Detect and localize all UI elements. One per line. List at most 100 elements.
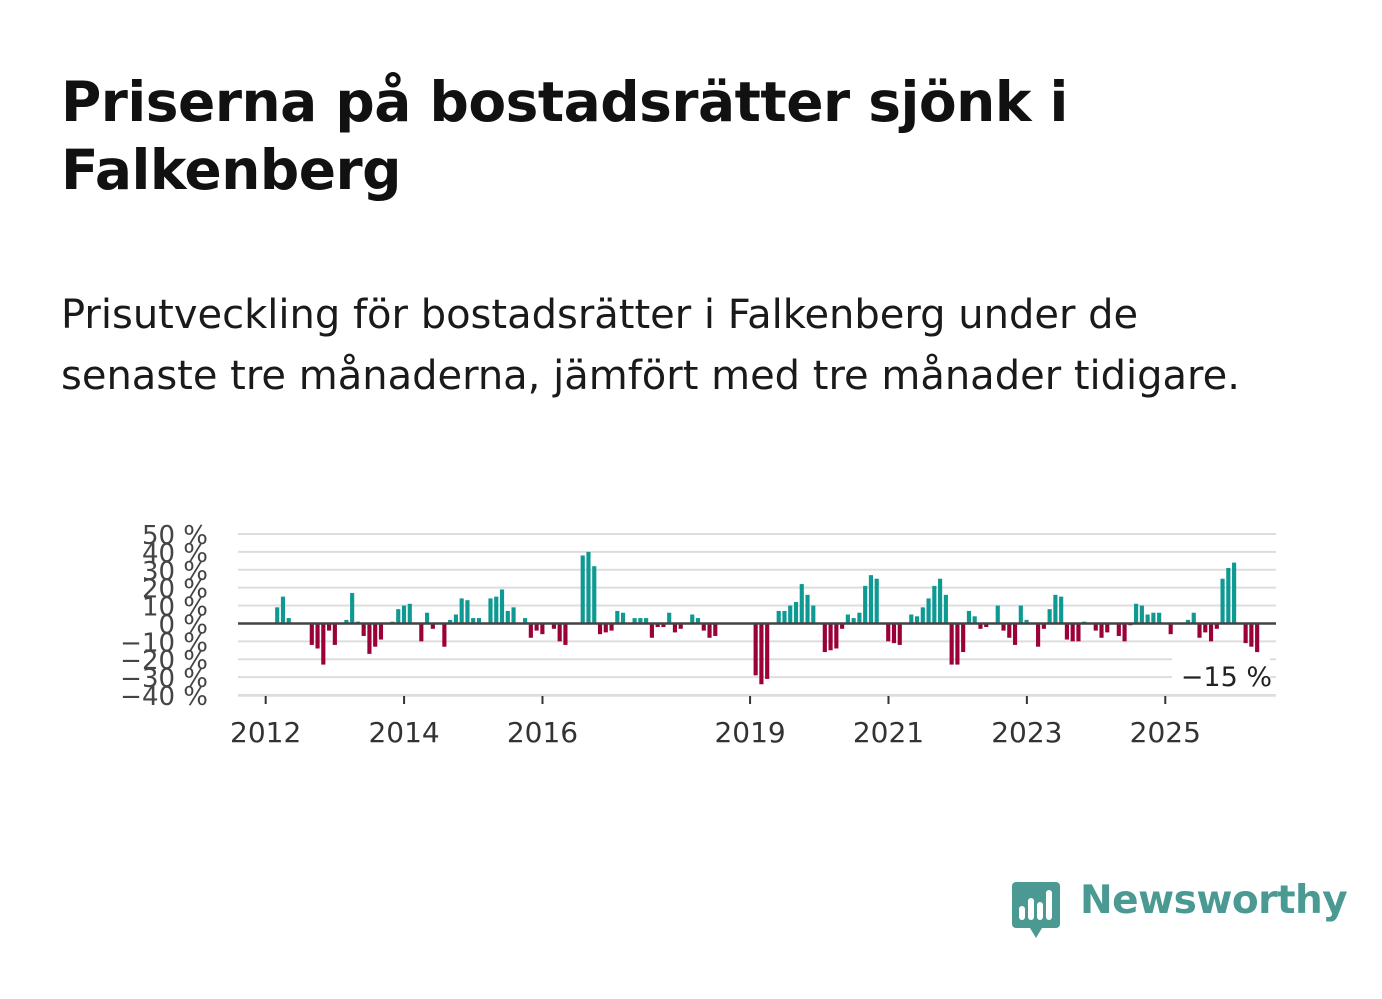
x-tick-label: 2023 <box>991 716 1062 749</box>
bar <box>620 612 626 624</box>
bar <box>327 623 332 631</box>
bar <box>448 619 453 624</box>
bar <box>1076 623 1081 642</box>
bar <box>580 555 585 624</box>
bar <box>897 623 902 645</box>
x-axis-labels: 2012 2014 2016 2019 2021 2023 2025 <box>230 696 1201 749</box>
bar <box>453 614 458 624</box>
bar <box>361 623 366 636</box>
y-tick-label: 20 % <box>142 575 208 605</box>
bar <box>396 609 401 624</box>
x-tick-label: 2016 <box>507 716 578 749</box>
bar <box>943 594 948 624</box>
brand-name: Newsworthy <box>1080 878 1348 923</box>
newsworthy-logo: Newsworthy <box>1010 878 1348 942</box>
bar <box>592 566 597 624</box>
bar <box>609 623 614 631</box>
bar <box>707 623 712 638</box>
bar <box>891 623 897 644</box>
bar <box>597 623 603 635</box>
bar <box>644 618 649 624</box>
bar <box>1122 623 1127 642</box>
bar <box>782 610 787 624</box>
y-tick-label: −40 % <box>120 682 208 712</box>
x-tick-label: 2019 <box>714 716 785 749</box>
bar <box>1093 623 1098 631</box>
bar <box>840 623 845 629</box>
y-tick-label: 50 % <box>142 521 208 551</box>
bar <box>1041 623 1046 629</box>
bars <box>275 551 1260 685</box>
last-value-label: −15 % <box>1181 662 1272 693</box>
bar <box>557 623 562 642</box>
bar <box>753 623 758 676</box>
bar <box>1168 623 1173 635</box>
bar <box>678 623 683 629</box>
bar <box>586 551 591 624</box>
bar <box>321 623 326 665</box>
bar <box>401 605 407 624</box>
bar <box>1012 623 1018 645</box>
bar <box>949 623 954 665</box>
bar <box>914 616 920 624</box>
bar <box>511 607 516 624</box>
bar <box>1145 614 1150 624</box>
bar <box>788 605 793 624</box>
bar <box>995 605 1000 624</box>
bar <box>459 598 464 624</box>
bar <box>1255 623 1260 653</box>
y-tick-label: 40 % <box>142 539 208 569</box>
bar <box>966 610 972 624</box>
y-tick-label: −10 % <box>120 628 208 658</box>
bar <box>505 610 510 624</box>
bar <box>309 623 314 645</box>
bar <box>499 589 505 624</box>
x-tick-label: 2021 <box>853 716 924 749</box>
bar <box>1059 596 1064 624</box>
bar <box>661 623 666 628</box>
bar <box>1203 623 1208 633</box>
bar <box>275 607 280 624</box>
newsworthy-logo-icon <box>1012 882 1060 938</box>
bar <box>932 585 937 624</box>
page-title: Priserna på bostadsrätter sjönk i Falken… <box>61 70 1068 202</box>
bar <box>551 623 556 629</box>
bar <box>430 623 435 629</box>
bar <box>378 623 384 640</box>
bar <box>793 601 799 624</box>
bar <box>822 623 827 653</box>
x-tick-label: 2012 <box>230 716 301 749</box>
x-tick-label: 2025 <box>1130 716 1201 749</box>
bar <box>1047 609 1052 624</box>
bar <box>961 623 966 653</box>
bar <box>540 623 545 635</box>
bar <box>1226 567 1231 624</box>
bar <box>350 593 355 624</box>
y-tick-label: 0 % <box>158 610 208 640</box>
bar <box>1243 623 1248 644</box>
bar <box>1191 612 1196 624</box>
y-tick-label: −20 % <box>120 646 208 676</box>
bar <box>315 623 320 649</box>
bar <box>655 623 660 628</box>
bar <box>926 598 931 624</box>
bar <box>672 623 678 633</box>
bar <box>280 596 286 624</box>
bar <box>972 616 977 624</box>
bar <box>332 623 337 645</box>
bar <box>615 610 620 624</box>
bar <box>828 623 833 651</box>
bar <box>488 598 493 624</box>
bar <box>886 623 891 642</box>
bar <box>909 614 914 624</box>
bar <box>1007 623 1012 638</box>
bar <box>1214 623 1219 629</box>
bar <box>563 623 568 645</box>
bar <box>1105 623 1110 633</box>
bar <box>1064 623 1070 640</box>
y-tick-label: 30 % <box>142 557 208 587</box>
bar <box>1018 605 1023 624</box>
bar <box>1139 605 1144 624</box>
bar <box>1024 619 1029 624</box>
page-subtitle: Prisutveckling för bostadsrätter i Falke… <box>61 292 1240 399</box>
